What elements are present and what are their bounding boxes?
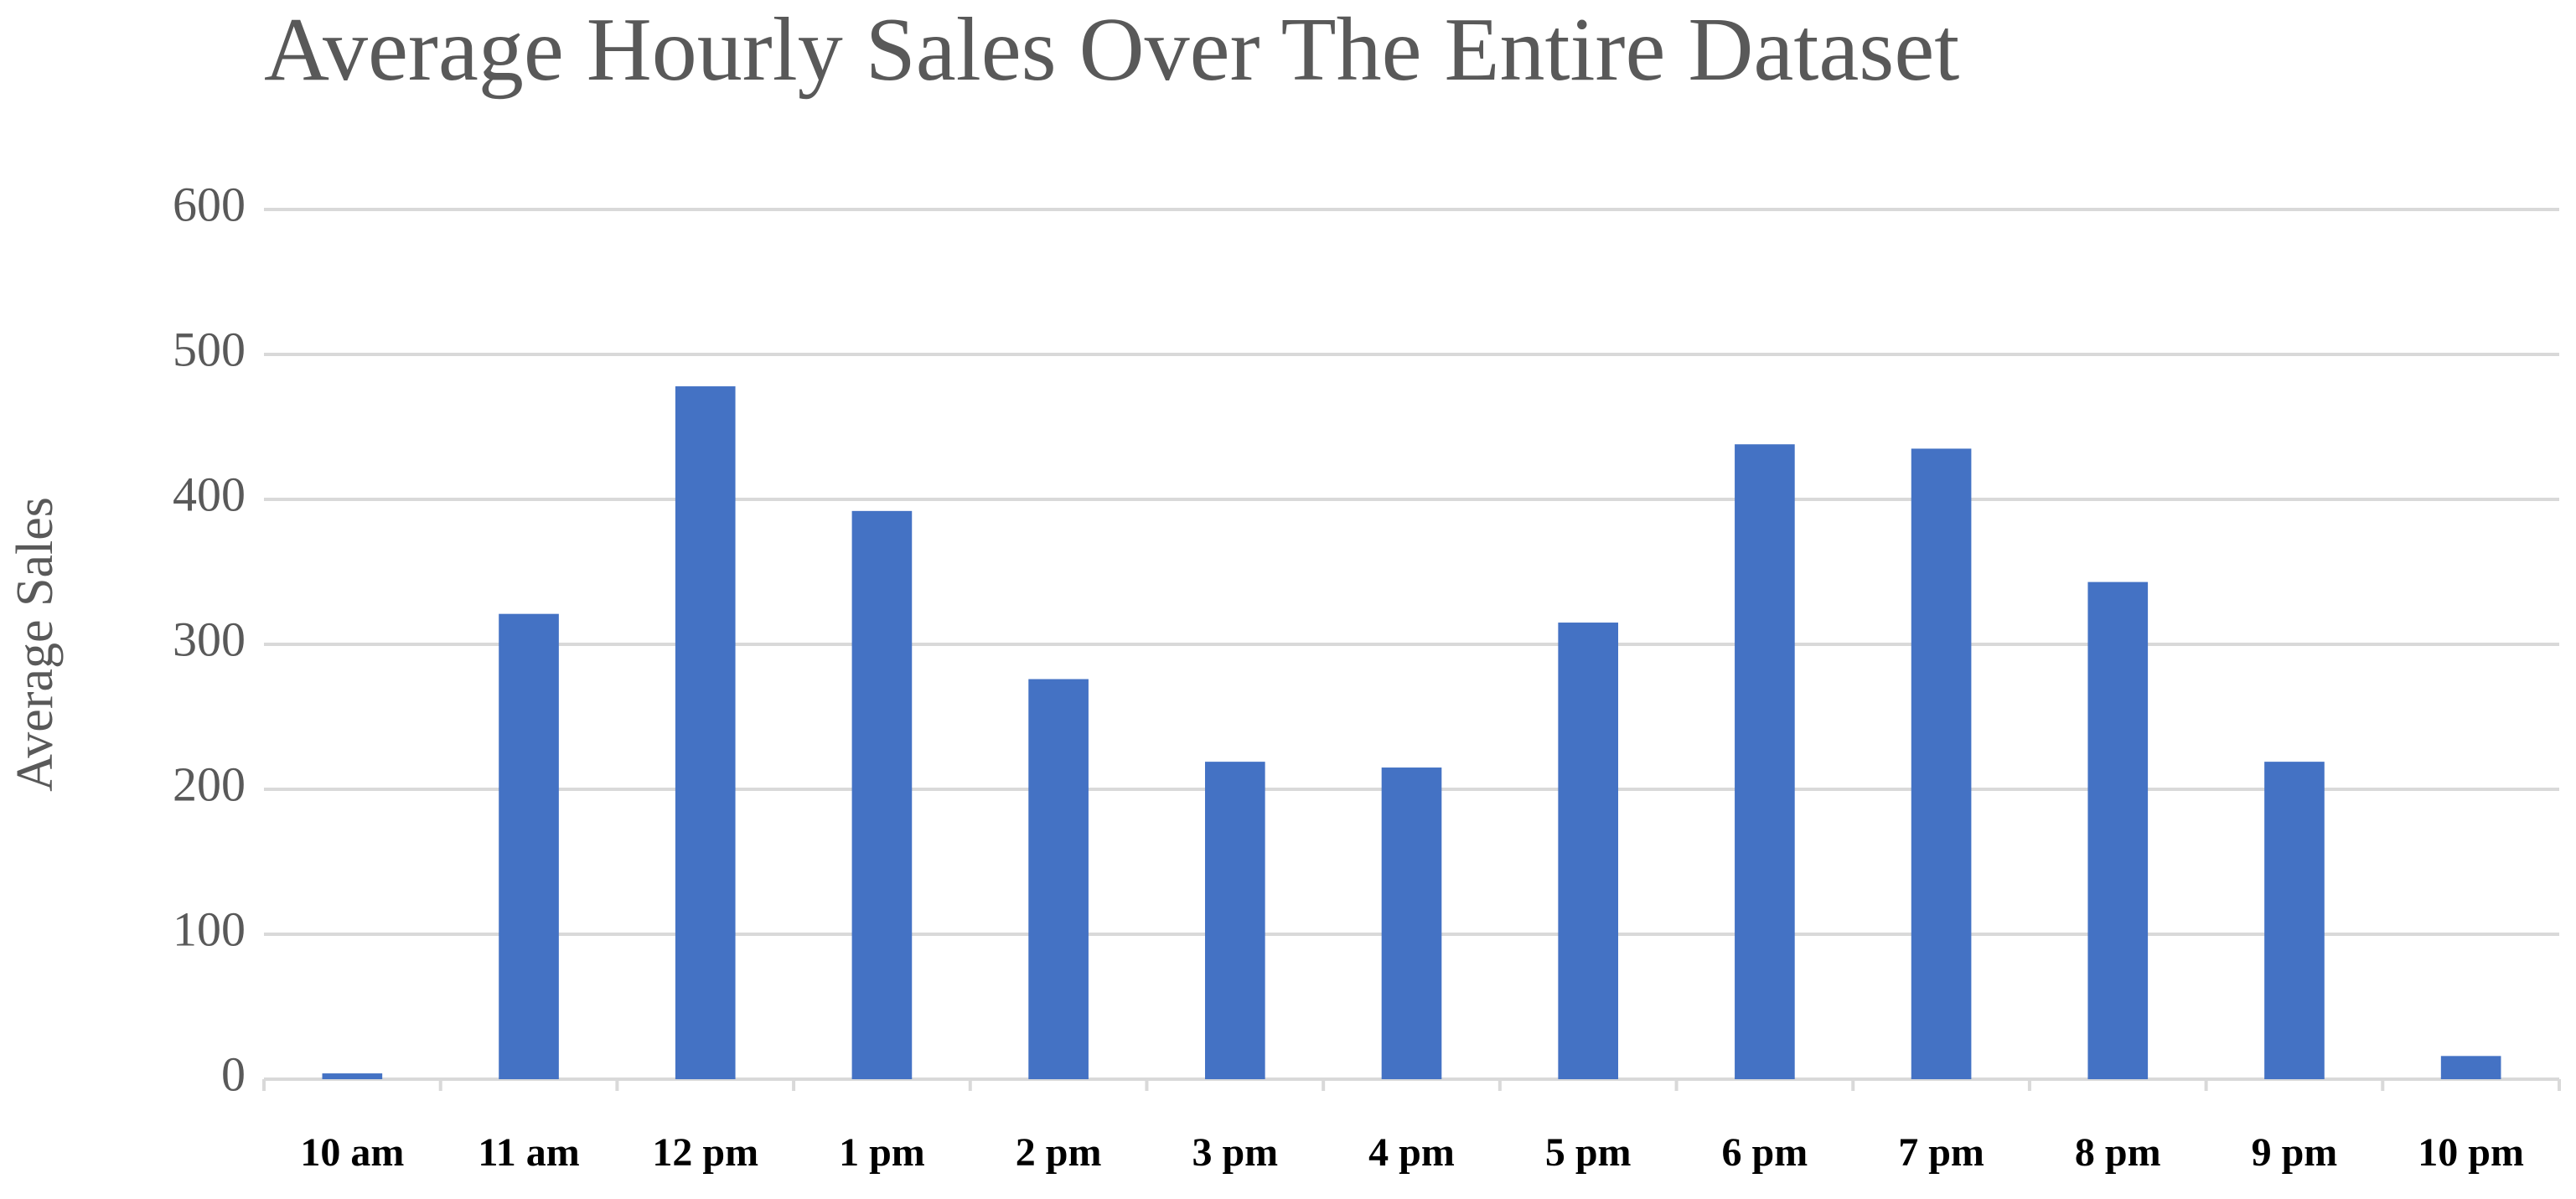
x-tick-label: 10 pm <box>2418 1130 2524 1175</box>
y-tick-label: 400 <box>173 467 246 521</box>
x-tick-label: 9 pm <box>2252 1130 2338 1175</box>
y-tick-label: 500 <box>173 322 246 376</box>
y-tick-label: 100 <box>173 902 246 956</box>
x-tick-label: 4 pm <box>1368 1130 1455 1175</box>
x-tick-label: 5 pm <box>1545 1130 1632 1175</box>
bar <box>499 613 559 1079</box>
y-tick-label: 300 <box>173 612 246 666</box>
y-tick-label: 600 <box>173 177 246 231</box>
bar <box>851 510 913 1079</box>
x-tick-label: 6 pm <box>1722 1130 1808 1175</box>
x-tick-label: 2 pm <box>1016 1130 1102 1175</box>
bar <box>1381 767 1442 1079</box>
x-tick-label: 11 am <box>478 1130 579 1175</box>
x-tick-label: 12 pm <box>652 1130 758 1175</box>
bar <box>1028 679 1089 1079</box>
y-axis-label: Average Sales <box>7 497 64 792</box>
bar <box>2264 762 2325 1079</box>
bar <box>1735 444 1795 1079</box>
bar <box>1911 448 1972 1079</box>
bar <box>2440 1056 2501 1079</box>
y-tick-label: 0 <box>221 1047 246 1101</box>
bar <box>675 386 736 1079</box>
bar <box>322 1073 383 1079</box>
x-tick-label: 1 pm <box>839 1130 925 1175</box>
x-tick-label: 10 am <box>300 1130 404 1175</box>
bar <box>1204 762 1265 1079</box>
x-tick-label: 3 pm <box>1192 1130 1278 1175</box>
x-tick-label: 8 pm <box>2075 1130 2161 1175</box>
bar <box>2087 581 2149 1079</box>
chart-title: Average Hourly Sales Over The Entire Dat… <box>264 0 1959 100</box>
x-tick-label: 7 pm <box>1898 1130 1984 1175</box>
bar <box>1558 623 1619 1079</box>
y-tick-label: 200 <box>173 757 246 811</box>
